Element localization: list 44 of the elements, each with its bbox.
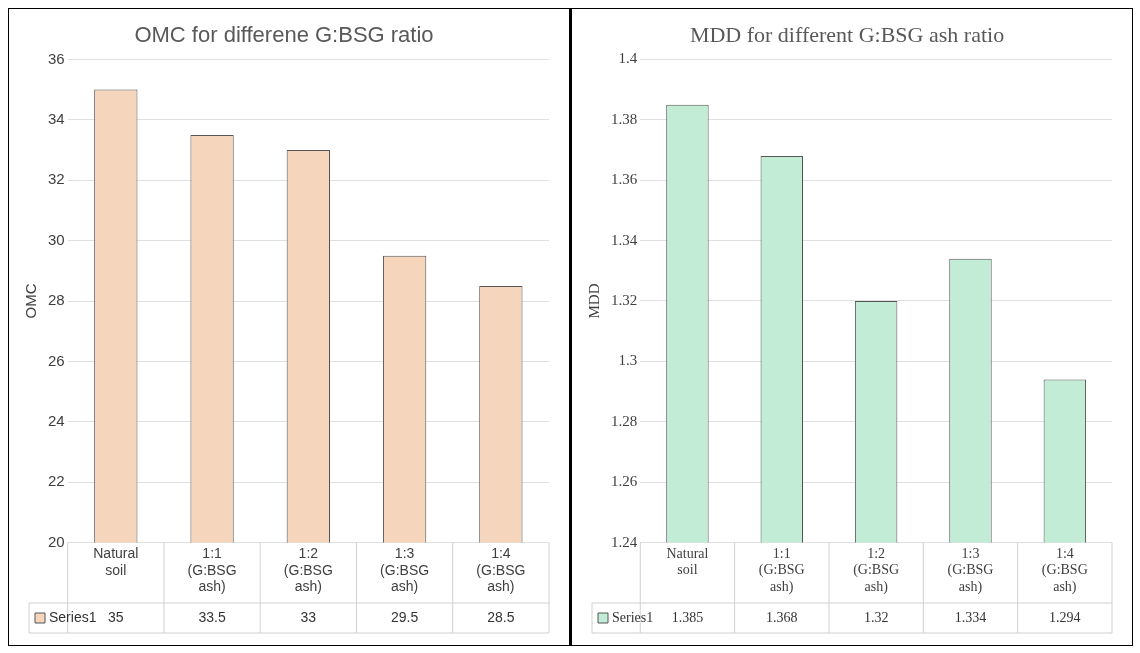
y-tick-label: 26: [48, 351, 65, 369]
y-tick-label: 22: [48, 472, 65, 490]
y-tick-label: 28: [48, 291, 65, 309]
y-tick-label: 20: [48, 532, 65, 550]
y-tick-label: 1.32: [611, 291, 638, 308]
y-axis-title: MDD: [585, 283, 602, 319]
x-tick-label: Natural soil: [666, 545, 709, 578]
y-tick-label: 1.24: [611, 533, 638, 550]
y-tick-label: 1.36: [611, 171, 638, 188]
y-tick-label: 1.26: [611, 473, 638, 490]
y-tick-label: 1.4: [618, 50, 638, 67]
data-label: 1.368: [766, 609, 798, 625]
x-tick-label: 1:2 (G:BSG ash): [283, 544, 333, 595]
data-label: 33: [300, 608, 317, 625]
data-label: 28.5: [487, 608, 515, 625]
chart-title: MDD for different G:BSG ash ratio: [689, 21, 1005, 47]
data-label: 1.294: [1049, 609, 1081, 625]
y-tick-label: 36: [48, 49, 65, 67]
x-tick-label: 1:1 (G:BSG ash): [187, 544, 237, 595]
x-tick-label: 1:2 (G:BSG ash): [853, 545, 900, 596]
data-label: 35: [108, 608, 124, 625]
legend-label: Series1: [49, 608, 97, 625]
data-label: 1.334: [954, 609, 987, 625]
y-tick-label: 24: [48, 411, 65, 429]
legend-label: Series1: [612, 609, 654, 625]
y-axis-title: OMC: [22, 283, 40, 319]
x-tick-label: 1:3 (G:BSG ash): [380, 544, 430, 595]
y-tick-label: 32: [48, 170, 65, 188]
data-label: 1.32: [863, 609, 889, 625]
y-tick-label: 1.28: [611, 412, 638, 429]
x-tick-label: 1:4 (G:BSG ash): [476, 544, 526, 595]
y-tick-label: 34: [48, 109, 65, 127]
data-label: 29.5: [390, 608, 419, 625]
x-tick-label: 1:3 (G:BSG ash): [947, 545, 994, 596]
data-label: 1.385: [671, 609, 704, 625]
chart-title: OMC for differene G:BSG ratio: [134, 22, 434, 48]
x-tick-label: 1:1 (G:BSG ash): [758, 545, 805, 596]
y-tick-label: 1.3: [618, 352, 638, 369]
y-tick-label: 30: [48, 230, 65, 248]
y-tick-label: 1.34: [611, 231, 638, 248]
data-label: 33.5: [198, 608, 226, 625]
y-tick-label: 1.38: [611, 110, 638, 127]
x-tick-label: Natural soil: [93, 544, 139, 578]
x-tick-label: 1:4 (G:BSG ash): [1041, 545, 1088, 596]
